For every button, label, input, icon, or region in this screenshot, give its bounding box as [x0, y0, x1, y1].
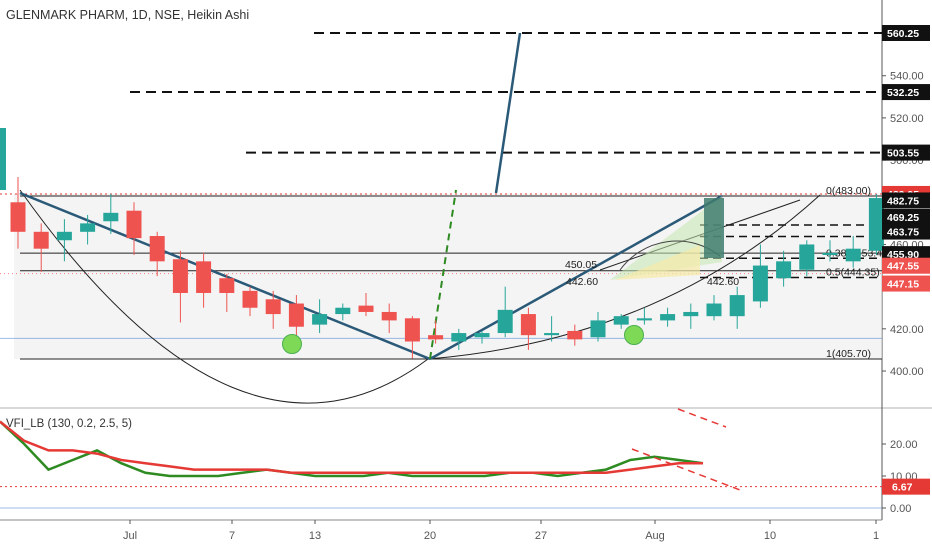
position-box: [704, 198, 724, 258]
x-tick-label: 20: [424, 530, 436, 542]
price-label: 463.75: [887, 227, 919, 239]
candle-body: [613, 316, 629, 325]
x-tick-label: 7: [229, 530, 235, 542]
price-label-bg: [882, 223, 930, 240]
candle-body: [567, 330, 583, 340]
candle-body: [265, 299, 281, 315]
candle-body: [590, 320, 606, 338]
x-tick-label: Jul: [123, 530, 137, 542]
candle-body: [752, 265, 768, 302]
price-label: 447.55: [887, 261, 919, 273]
candle-body: [845, 248, 861, 262]
signal-circle: [624, 325, 644, 345]
candle-body: [474, 333, 490, 338]
candle-body: [242, 290, 258, 308]
candle-body: [312, 314, 328, 325]
cup-arc: [19, 189, 821, 404]
signal-circle: [282, 334, 302, 354]
price-label-bg: [882, 25, 930, 41]
price-label: 560.25: [887, 28, 919, 40]
y-tick-label: 520.00: [890, 113, 924, 125]
candle-body: [381, 311, 397, 321]
breakout-line: [494, 32, 522, 194]
annotation-label: 442.60: [707, 276, 739, 288]
candle-body: [196, 261, 212, 293]
candle-body: [335, 307, 351, 315]
x-tick-label: 1: [873, 530, 879, 542]
price-label: 447.15: [887, 279, 919, 291]
candle-body: [219, 278, 235, 293]
downtrend-line: [19, 191, 431, 361]
price-label-bg: [882, 257, 930, 274]
candle-body: [544, 333, 560, 336]
y-tick-label: 400.00: [890, 366, 924, 378]
candle-body: [56, 231, 72, 241]
vfi-trend-line: [677, 408, 727, 428]
fib-label: 1(405.70): [826, 348, 871, 360]
annotation-label: 450.05: [565, 259, 597, 271]
candle-body: [288, 303, 304, 327]
ind-tick-label: 20.00: [890, 439, 918, 451]
green-dashed-line: [429, 189, 457, 360]
candle-body: [776, 261, 792, 279]
candle-body: [404, 318, 420, 342]
price-label: 532.25: [887, 87, 919, 99]
candle-body: [729, 295, 745, 317]
candle-body: [520, 314, 536, 336]
candle-body: [706, 303, 722, 317]
candle-body: [660, 314, 676, 321]
vfi-label-bg: [882, 478, 930, 495]
price-label: 469.25: [887, 212, 919, 224]
price-label-bg: [882, 208, 930, 225]
uptrend-line: [429, 194, 723, 361]
candle-body: [428, 335, 444, 340]
fib-label: 0(483.00): [826, 185, 871, 197]
price-label: 482.75: [887, 195, 919, 207]
candle-body: [822, 252, 838, 256]
price-label-bg: [882, 192, 930, 209]
candle-body: [149, 236, 165, 262]
candle-body: [358, 305, 374, 312]
price-label: 503.55: [887, 148, 919, 160]
candle-body: [451, 333, 467, 342]
candle-body: [172, 259, 188, 293]
candle-body-partial: [0, 128, 6, 190]
x-tick-label: Aug: [645, 530, 665, 542]
y-tick-label: 540.00: [890, 71, 924, 83]
signal-line: [0, 420, 703, 475]
candle-body: [683, 311, 699, 317]
candle-body: [33, 231, 49, 249]
annotation-label: 442.60: [566, 276, 598, 288]
candle-body: [868, 198, 884, 251]
candle-body: [10, 202, 26, 232]
candle-body: [80, 223, 96, 232]
price-label-bg: [882, 84, 930, 101]
candle-body: [799, 244, 815, 270]
indicator-title: VFI_LB (130, 0.2, 2.5, 5): [6, 418, 132, 430]
range-zone: [14, 193, 882, 359]
chart-title: GLENMARK PHARM, 1D, NSE, Heikin Ashi: [6, 8, 250, 22]
vfi-price-label: 6.67: [892, 482, 913, 494]
ind-tick-label: 0.00: [890, 503, 911, 515]
fib-label: 0.5(444.35): [826, 266, 880, 278]
fib-zone-yellow: [615, 245, 700, 280]
price-label-bg: [882, 144, 930, 161]
candle-body: [103, 212, 119, 222]
y-tick-label: 420.00: [890, 324, 924, 336]
candle-body: [126, 210, 142, 239]
x-tick-label: 10: [764, 530, 776, 542]
x-tick-label: 27: [535, 530, 547, 542]
price-label-bg: [882, 275, 930, 292]
vfi-trend-line: [631, 448, 741, 491]
x-tick-label: 13: [309, 530, 321, 542]
candle-body: [636, 318, 652, 321]
candle-body: [497, 309, 513, 334]
